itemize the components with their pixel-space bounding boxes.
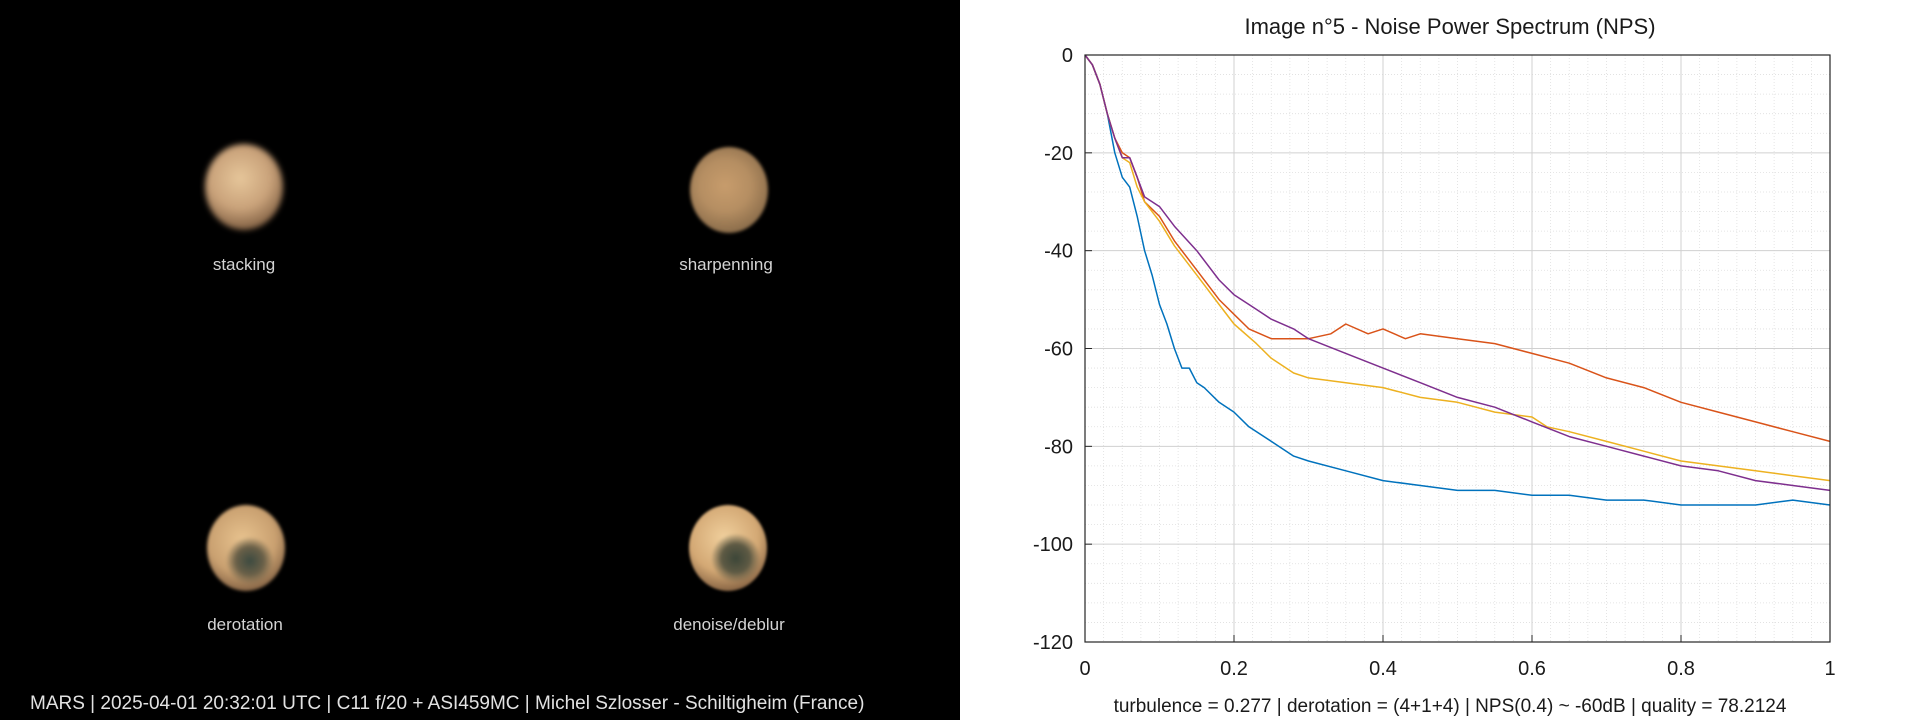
y-tick-label: -40 [1044,241,1073,263]
series-line-3 [1084,54,1831,482]
label-derotation: derotation [207,615,283,634]
mars-derotation-image [207,505,285,591]
y-tick-label: -80 [1044,436,1073,458]
label-sharpenning: sharpenning [679,255,773,274]
x-tick-label: 1 [1824,658,1835,680]
x-tick-label: 0.2 [1220,658,1248,680]
y-tick-label: -120 [1033,632,1073,654]
nps-chart: 0 0.2 0.4 0.6 0.8 1 0 -20 -40 -60 -80 -100 -120 Imag… [1033,14,1836,717]
series-line-2 [1084,54,1831,443]
x-tick-label: 0.8 [1667,658,1695,680]
series-line-1 [1084,54,1831,506]
mars-stacking-image [205,144,283,230]
x-axis-label: turbulence = 0.277 | derotation = (4+1+4… [1114,696,1787,717]
mars-sharpenning-image [690,147,768,233]
x-tick-label: 0.6 [1518,658,1546,680]
y-tick-label: -60 [1044,339,1073,361]
y-tick-label: -20 [1044,143,1073,165]
series-layer [1084,54,1831,506]
tick-layer: 0 0.2 0.4 0.6 0.8 1 0 -20 -40 -60 -80 -100 -120 [1033,45,1836,680]
mars-denoise-deblur-image [689,505,767,591]
x-tick-label: 0 [1079,658,1090,680]
chart-title: Image n°5 - Noise Power Spectrum (NPS) [1244,14,1655,39]
label-stacking: stacking [212,255,276,274]
image-panel: stacking sharpenning derotation denoise/… [0,0,960,720]
observation-caption: MARS | 2025-04-01 20:32:01 UTC | C11 f/2… [30,693,865,714]
y-tick-label: 0 [1062,45,1073,67]
label-denoise-deblur: denoise/deblur [673,615,785,634]
y-tick-label: -100 [1033,534,1073,556]
series-line-4 [1084,54,1831,492]
x-tick-label: 0.4 [1369,658,1397,680]
